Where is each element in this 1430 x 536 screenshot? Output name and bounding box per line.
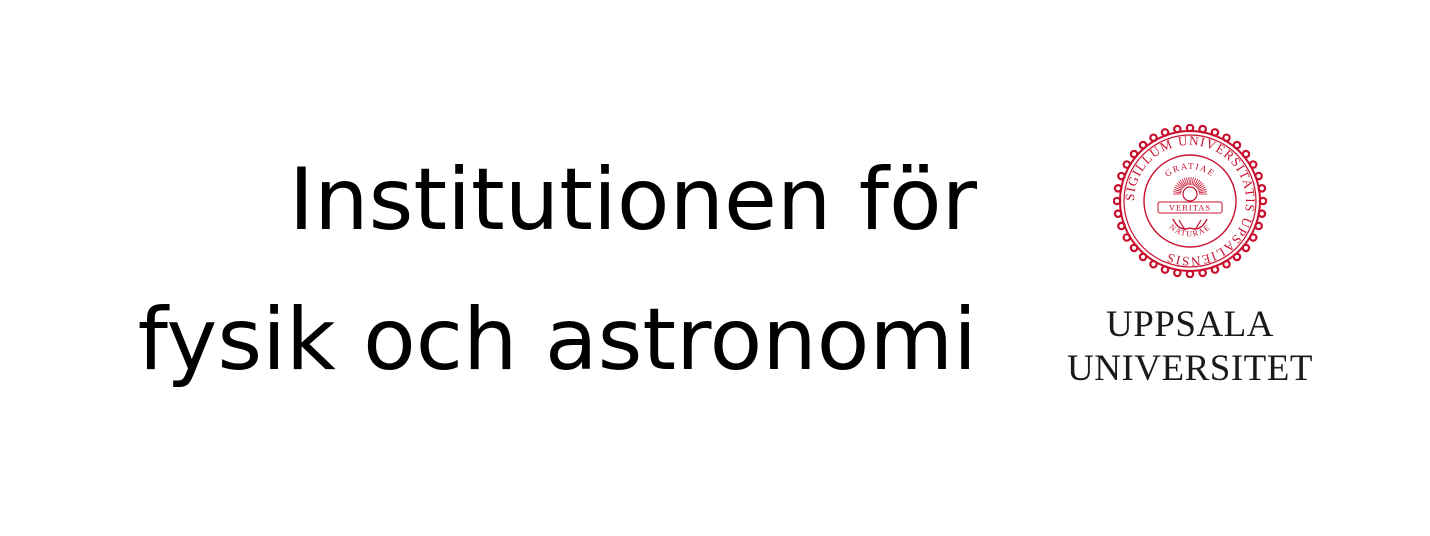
- seal-sun-ray: [1186, 177, 1189, 186]
- seal-sun-ray: [1193, 178, 1199, 187]
- wordmark-line-2: UNIVERSITET: [1067, 348, 1313, 389]
- svg-text:NATURAE: NATURAE: [1168, 222, 1213, 238]
- seal-sun-ray: [1176, 182, 1184, 189]
- seal-sun-ray: [1191, 177, 1194, 186]
- svg-text:GRATIAE: GRATIAE: [1163, 161, 1217, 179]
- seal-lower-text: NATURAE: [1168, 222, 1211, 238]
- department-title: Institutionen för fysik och astronomi: [138, 130, 977, 410]
- uppsala-seal-icon: SIGILLUM UNIVERSITATIS UPSALIENSIS GRATI…: [1113, 124, 1267, 278]
- seal-sun-ray: [1178, 181, 1185, 188]
- wordmark-line-1: UPPSALA: [1106, 304, 1274, 345]
- university-wordmark: UPPSALA UNIVERSITET: [1048, 303, 1332, 391]
- seal-sun-ray: [1195, 181, 1202, 188]
- seal-sun-ray: [1198, 189, 1207, 192]
- seal-sun-ray: [1188, 177, 1190, 186]
- seal-sun-ray: [1194, 179, 1201, 187]
- department-title-line-1: Institutionen för: [288, 150, 977, 250]
- seal-sun-ray: [1196, 182, 1204, 189]
- seal-sun-ray: [1174, 186, 1182, 191]
- seal-sun-ray: [1190, 177, 1192, 186]
- seal-sun-ray: [1173, 189, 1182, 192]
- seal-sun-ray: [1197, 184, 1205, 190]
- seal-sun-ray: [1175, 184, 1183, 190]
- seal-sun-ray: [1192, 177, 1197, 186]
- seal-sun-ray: [1198, 191, 1207, 194]
- seal-sun-ray: [1181, 178, 1187, 187]
- seal-sun-ray: [1179, 179, 1186, 187]
- seal-sun-ray: [1198, 186, 1206, 191]
- seal-sun-ray: [1183, 177, 1188, 186]
- seal-banner-text: VERITAS: [1169, 203, 1211, 213]
- seal-upper-text: GRATIAE: [1163, 161, 1216, 179]
- seal-sun-ray: [1173, 191, 1182, 194]
- department-title-line-2: fysik och astronomi: [137, 290, 977, 390]
